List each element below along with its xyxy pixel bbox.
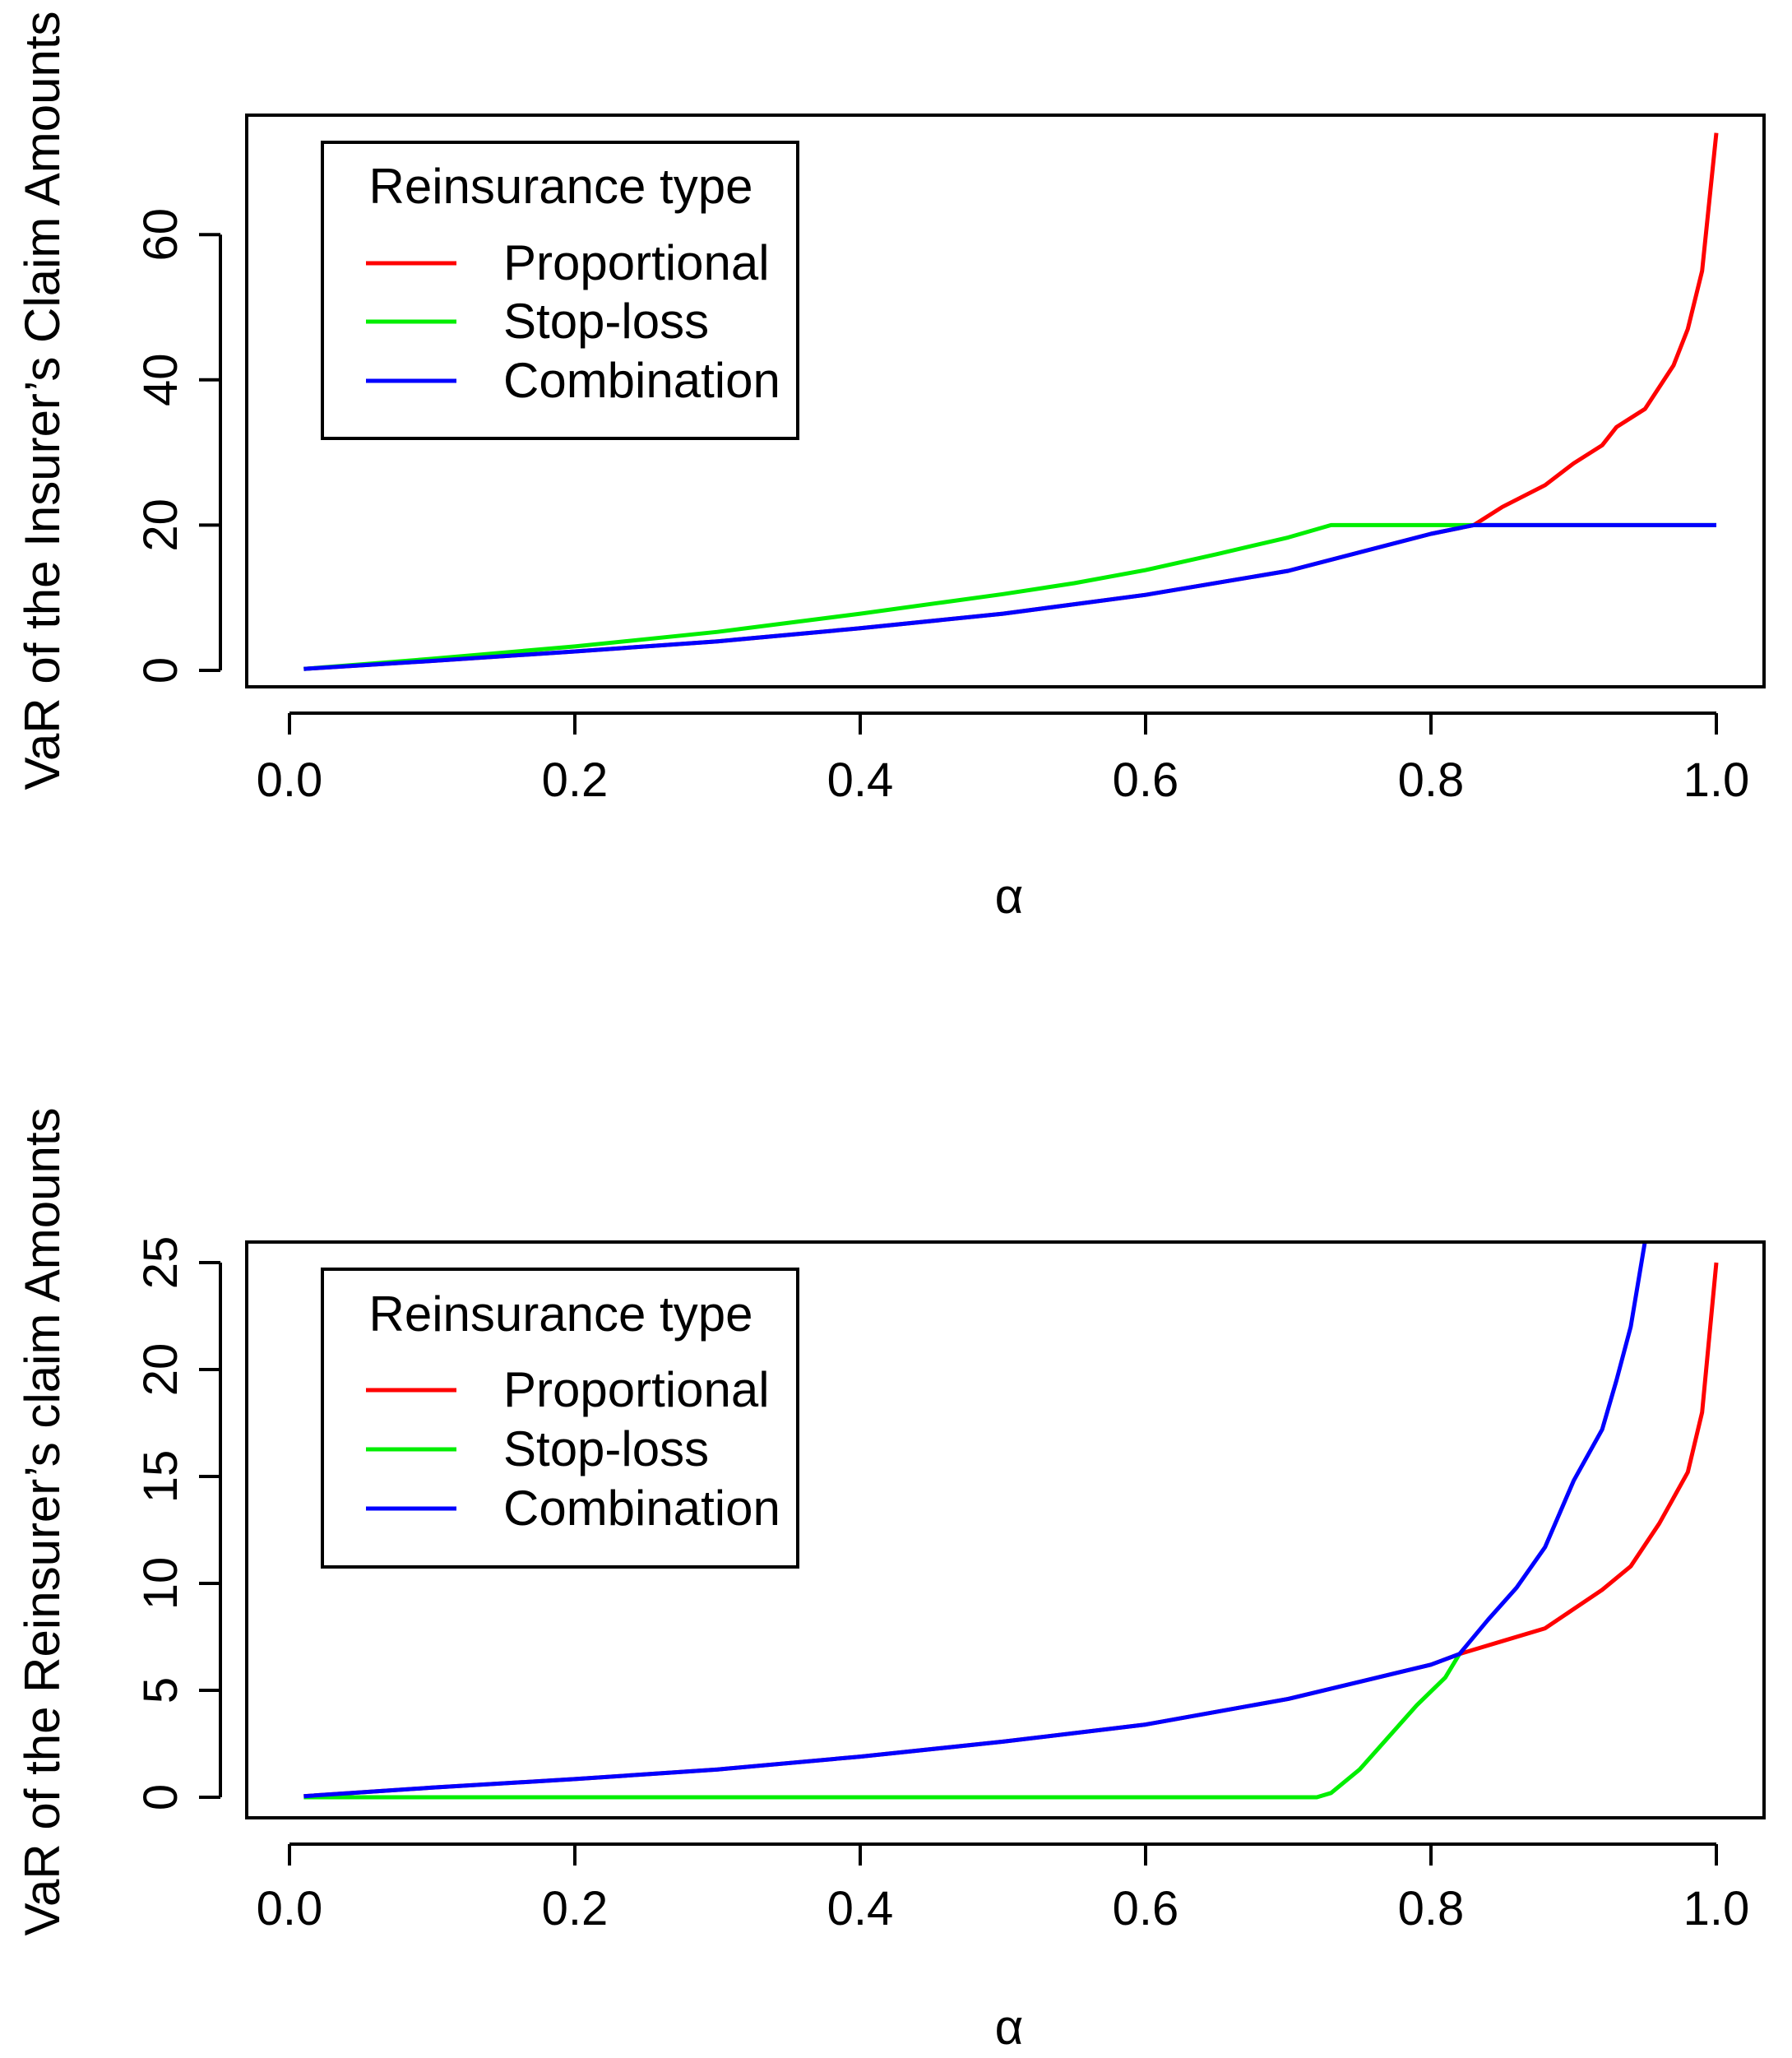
chart-reinsurer-var: 0.0 0.2 0.4 0.6 0.8 1.0 0 5 10 15 20 25 α VaR of t… <box>15 1107 1766 2055</box>
legend-label-stop-loss: Stop-loss <box>503 294 709 349</box>
legend-box <box>321 1268 799 1569</box>
plot-frame <box>245 1240 1766 1819</box>
y-axis-label: VaR of the Reinsurer’s claim Amounts <box>15 1107 70 1935</box>
x-tick-label: 0.4 <box>827 753 894 807</box>
y-tick-label: 25 <box>134 1236 188 1290</box>
legend-label-proportional: Proportional <box>503 1362 770 1417</box>
series-layer <box>303 132 1719 671</box>
series-line-stop-loss <box>303 522 1716 671</box>
x-tick-label: 1.0 <box>1683 753 1750 807</box>
legend-label-stop-loss: Stop-loss <box>503 1421 709 1476</box>
y-tick-label: 0 <box>134 657 188 684</box>
y-tick-label: 0 <box>134 1784 188 1810</box>
x-tick-label: 0.8 <box>1398 1882 1465 1935</box>
y-axis: 0 5 10 15 20 25 <box>134 1236 222 1810</box>
y-tick-label: 20 <box>134 1343 188 1397</box>
chart-insurer-var: 0.0 0.2 0.4 0.6 0.8 1.0 0 20 40 60 α VaR of the … <box>15 11 1766 924</box>
x-tick-label: 0.0 <box>257 1882 323 1935</box>
series-line-combination <box>303 1242 1647 1799</box>
x-axis-label: α <box>995 869 1024 924</box>
legend-title: Reinsurance type <box>369 1286 753 1342</box>
y-tick-label: 15 <box>134 1450 188 1504</box>
legend: Reinsurance type Proportional Stop-loss … <box>321 1268 799 1569</box>
x-tick-label: 0.0 <box>257 753 323 807</box>
series-line-combination <box>303 522 1716 671</box>
series-layer <box>303 1242 1719 1800</box>
x-axis: 0.0 0.2 0.4 0.6 0.8 1.0 <box>257 711 1750 807</box>
legend-label-combination: Combination <box>503 353 780 408</box>
y-tick-label: 5 <box>134 1677 188 1703</box>
x-tick-label: 1.0 <box>1683 1882 1750 1935</box>
legend-box <box>321 141 799 440</box>
x-axis-label: α <box>995 2000 1024 2055</box>
x-tick-label: 0.2 <box>542 1882 609 1935</box>
x-tick-label: 0.8 <box>1398 753 1465 807</box>
y-tick-label: 10 <box>134 1557 188 1611</box>
x-tick-label: 0.4 <box>827 1882 894 1935</box>
plot-frame <box>245 114 1766 688</box>
series-line-stop-loss <box>303 1652 1461 1800</box>
legend-label-proportional: Proportional <box>503 235 770 290</box>
legend-label-combination: Combination <box>503 1481 780 1536</box>
y-tick-label: 60 <box>134 208 188 262</box>
y-tick-label: 20 <box>134 498 188 552</box>
x-tick-label: 0.2 <box>542 753 609 807</box>
x-tick-label: 0.6 <box>1113 1882 1179 1935</box>
legend: Reinsurance type Proportional Stop-loss … <box>321 141 799 440</box>
y-axis-label: VaR of the Insurer’s Claim Amounts <box>15 11 70 790</box>
x-axis: 0.0 0.2 0.4 0.6 0.8 1.0 <box>257 1842 1750 1935</box>
x-tick-label: 0.6 <box>1113 753 1179 807</box>
legend-title: Reinsurance type <box>369 159 753 214</box>
y-axis: 0 20 40 60 <box>134 208 222 684</box>
y-tick-label: 40 <box>134 354 188 407</box>
